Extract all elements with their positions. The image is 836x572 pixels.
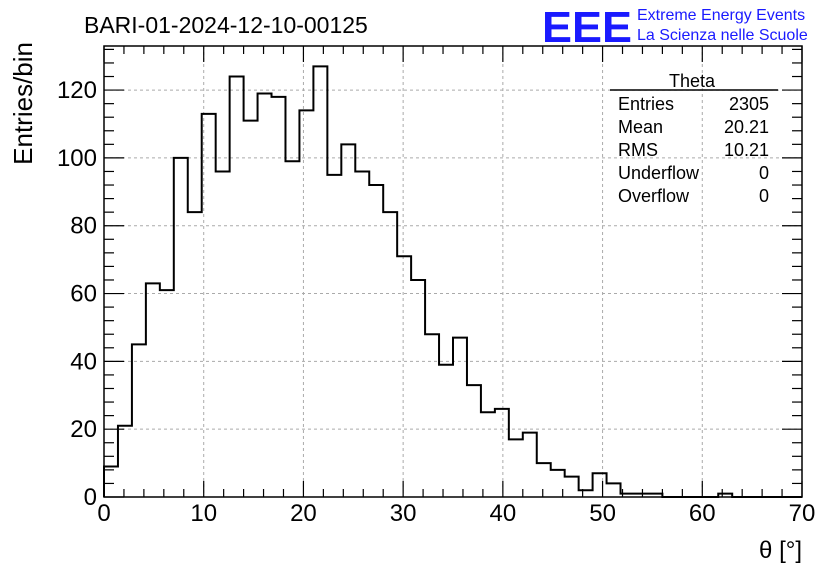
histogram-series — [103, 65, 802, 498]
y-tick-label: 60 — [70, 281, 97, 308]
stats-value: 0 — [759, 186, 769, 206]
histogram-bin — [453, 338, 467, 497]
y-tick-label: 20 — [70, 416, 97, 443]
histogram-bin — [383, 212, 397, 497]
chart-title: BARI-01-2024-12-10-00125 — [84, 12, 368, 38]
histogram-bin — [509, 439, 523, 497]
histogram-bin — [565, 477, 579, 497]
histogram-bin — [523, 433, 537, 497]
stats-value: 20.21 — [724, 117, 769, 137]
stats-row-mean: Mean 20.21 — [618, 117, 769, 137]
x-tick-label: 50 — [589, 500, 616, 527]
histogram-outline — [103, 65, 802, 498]
axes — [103, 45, 803, 498]
y-tick-label: 100 — [57, 145, 97, 172]
histogram-bin — [216, 171, 230, 497]
stats-row-rms: RMS 10.21 — [618, 140, 769, 160]
histogram-bin — [146, 283, 160, 497]
histogram-bin — [160, 290, 174, 497]
histogram-bin — [579, 490, 593, 497]
stats-row-underflow: Underflow 0 — [618, 163, 769, 183]
x-tick-label: 70 — [789, 500, 816, 527]
histogram-bin — [118, 426, 132, 497]
histogram-bin — [132, 344, 146, 497]
histogram-bin — [230, 77, 244, 497]
histogram-bin — [411, 280, 425, 497]
x-tick-label: 0 — [97, 500, 110, 527]
y-axis-label: Entries/bin — [8, 42, 38, 165]
histogram-bin — [537, 463, 551, 497]
stats-label: Overflow — [618, 186, 690, 206]
x-tick-label: 10 — [190, 500, 217, 527]
x-axis-label: θ [°] — [759, 537, 802, 564]
histogram-bin — [355, 171, 369, 497]
eee-logo: EEE Extreme Energy Events La Scienza nel… — [542, 3, 808, 52]
plot-frame — [103, 45, 803, 498]
y-tick-label: 120 — [57, 77, 97, 104]
stats-title: Theta — [669, 71, 716, 91]
histogram-bin — [202, 114, 216, 497]
histogram-bin — [244, 121, 258, 497]
histogram-bin — [495, 409, 509, 497]
stats-row-entries: Entries 2305 — [618, 94, 769, 114]
y-tick-label: 40 — [70, 348, 97, 375]
stats-label: Underflow — [618, 163, 700, 183]
y-tick-label: 80 — [70, 213, 97, 240]
histogram-bin — [481, 412, 495, 497]
histogram-bin — [439, 365, 453, 497]
histogram-bin — [285, 161, 299, 497]
stats-value: 2305 — [729, 94, 769, 114]
histogram-bin — [607, 483, 621, 497]
x-tick-label: 60 — [689, 500, 716, 527]
stats-box: Theta Entries 2305 Mean 20.21 RMS 10.21 … — [610, 71, 778, 206]
logo-line1: Extreme Energy Events — [637, 7, 805, 24]
histogram-bin — [425, 334, 439, 497]
histogram-bin — [104, 466, 118, 497]
stats-row-overflow: Overflow 0 — [618, 186, 769, 206]
logo-text: EEE — [542, 3, 632, 52]
x-tick-label: 40 — [490, 500, 517, 527]
histogram-bin — [467, 385, 481, 497]
histogram-bin — [258, 93, 272, 497]
histogram-bin — [174, 158, 188, 497]
histogram-bin — [369, 185, 383, 497]
x-tick-label: 30 — [390, 500, 417, 527]
y-tick-label: 0 — [84, 484, 97, 511]
tick-labels: 0 10 20 30 40 50 60 70 0 20 40 60 80 100 120 — [57, 77, 815, 527]
stats-label: Mean — [618, 117, 663, 137]
histogram-bin — [188, 212, 202, 497]
histogram-bin — [327, 175, 341, 497]
histogram-bin — [397, 256, 411, 497]
stats-value: 0 — [759, 163, 769, 183]
logo-line2: La Scienza nelle Scuole — [637, 27, 808, 44]
stats-value: 10.21 — [724, 140, 769, 160]
histogram-bin — [341, 144, 355, 497]
stats-label: RMS — [618, 140, 658, 160]
histogram-bin — [272, 97, 286, 497]
histogram-bin — [299, 110, 313, 497]
stats-label: Entries — [618, 94, 674, 114]
histogram-bin — [313, 66, 327, 497]
x-tick-label: 20 — [290, 500, 317, 527]
histogram-bin — [593, 473, 607, 497]
